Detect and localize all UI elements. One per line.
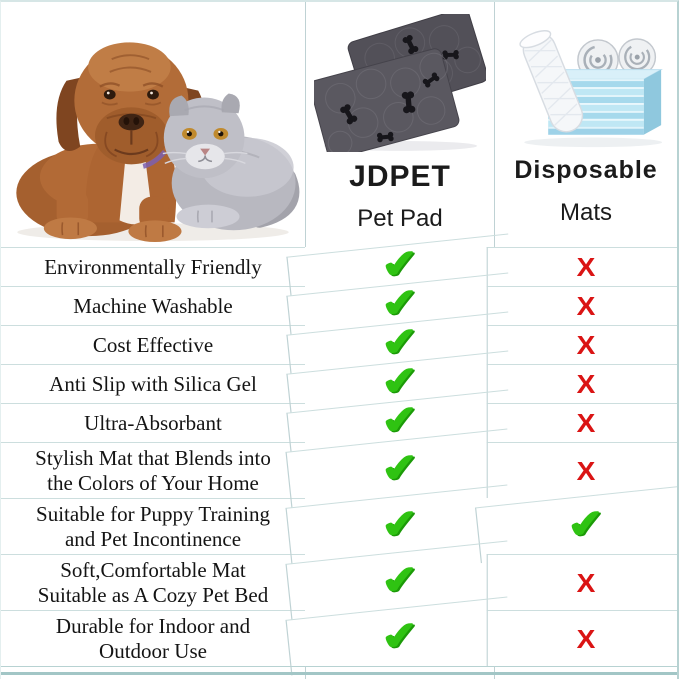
bottom-strip bbox=[1, 666, 305, 679]
bottom-border-line bbox=[1, 672, 677, 675]
feature-label: Suitable for Puppy Training and Pet Inco… bbox=[1, 498, 305, 554]
cross-icon: X bbox=[486, 610, 677, 666]
pad-stack bbox=[546, 69, 663, 135]
feature-label: Ultra-Absorbant bbox=[1, 403, 305, 442]
cross-icon: X bbox=[486, 247, 677, 286]
cross-icon: X bbox=[486, 286, 677, 325]
cross-icon: X bbox=[486, 403, 677, 442]
cross-icon: X bbox=[486, 325, 677, 364]
jdpet-product-image bbox=[314, 14, 486, 152]
pets-photo bbox=[1, 2, 305, 247]
cross-icon: X bbox=[486, 442, 677, 498]
feature-label: Environmentally Friendly bbox=[1, 247, 305, 286]
cat-illustration bbox=[162, 93, 300, 231]
dog-illustration bbox=[16, 42, 205, 243]
feature-label: Soft,Comfortable Mat Suitable as A Cozy … bbox=[1, 554, 305, 610]
cross-icon: X bbox=[486, 554, 677, 610]
feature-label: Cost Effective bbox=[1, 325, 305, 364]
product-name: Mats bbox=[559, 199, 612, 226]
jdpet-header-cell: JDPET Pet Pad bbox=[305, 2, 494, 247]
product-name: Pet Pad bbox=[357, 205, 443, 232]
white-roll bbox=[519, 30, 584, 133]
brand-name: JDPET bbox=[349, 160, 451, 193]
feature-label: Machine Washable bbox=[1, 286, 305, 325]
cross-icon: X bbox=[486, 364, 677, 403]
disposable-header-cell: Disposable Mats bbox=[494, 2, 677, 247]
dog-and-cat-illustration bbox=[16, 42, 300, 243]
disposable-product-image bbox=[519, 30, 663, 148]
feature-label: Durable for Indoor and Outdoor Use bbox=[1, 610, 305, 666]
feature-label: Anti Slip with Silica Gel bbox=[1, 364, 305, 403]
feature-label: Stylish Mat that Blends into the Colors … bbox=[1, 442, 305, 498]
brand-name: Disposable bbox=[514, 156, 658, 184]
